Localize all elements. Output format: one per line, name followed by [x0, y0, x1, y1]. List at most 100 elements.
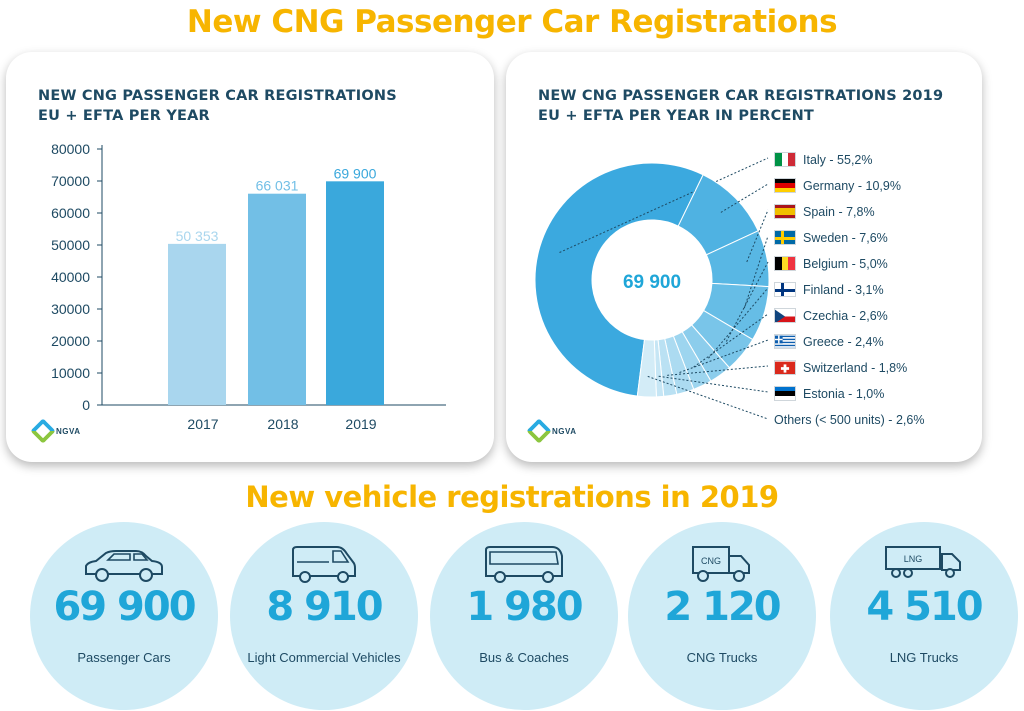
donut-chart-title: NEW CNG PASSENGER CAR REGISTRATIONS 2019…	[538, 86, 943, 126]
lng-truck-icon: LNG	[885, 546, 961, 578]
flag-estonia-icon	[774, 386, 796, 401]
legend-separator: -	[844, 386, 856, 401]
leader-line	[708, 287, 769, 359]
legend-separator: -	[848, 256, 860, 271]
legend-separator: -	[825, 152, 838, 167]
y-tick-label: 70000	[51, 173, 90, 189]
flag-spain-icon	[774, 204, 796, 219]
legend-name: Czechia	[803, 308, 849, 323]
flag-switzerland-icon	[774, 360, 796, 375]
bar-value-label: 69 900	[334, 165, 377, 181]
donut-slice	[636, 338, 657, 398]
cng-truck-icon: CNG	[692, 546, 750, 582]
stat-value: 2 120	[664, 584, 781, 630]
donut-chart: 69 900	[534, 157, 770, 420]
bar-chart-card: NEW CNG PASSENGER CAR REGISTRATIONS EU +…	[6, 52, 494, 462]
legend-item: Germany - 10,9%	[774, 178, 901, 193]
legend-item: Switzerland - 1,8%	[774, 360, 907, 375]
legend-value: 7,8%	[846, 204, 875, 219]
stat-value: 8 910	[266, 584, 383, 630]
legend-item: Italy - 55,2%	[774, 152, 873, 167]
legend-name: Finland	[803, 282, 844, 297]
y-tick-label: 40000	[51, 269, 90, 285]
legend-separator: -	[848, 230, 860, 245]
legend-item: Estonia - 1,0%	[774, 386, 884, 401]
bar-value-label: 66 031	[256, 178, 299, 194]
legend-value: 55,2%	[837, 152, 873, 167]
ngva-logo-icon	[30, 418, 56, 444]
legend-item: Spain - 7,8%	[774, 204, 875, 219]
stat-value: 69 900	[53, 584, 196, 630]
car-icon	[85, 550, 163, 582]
legend-separator: -	[884, 413, 896, 427]
donut-chart-card: NEW CNG PASSENGER CAR REGISTRATIONS 2019…	[506, 52, 982, 462]
y-tick-label: 50000	[51, 237, 90, 253]
y-tick-label: 10000	[51, 365, 90, 381]
stat-label: LNG Trucks	[889, 650, 959, 665]
bar-chart: 0 10000 20000 30000 40000 50000 60000 70000 8000…	[51, 141, 446, 432]
legend-separator: -	[867, 360, 879, 375]
section-title: New vehicle registrations in 2019	[245, 480, 779, 514]
flag-sweden-icon	[774, 230, 796, 245]
legend-value: 10,9%	[865, 178, 901, 193]
y-tick-label: 80000	[51, 141, 90, 157]
cng-truck-icon-text: CNG	[701, 556, 721, 566]
legend-name: Italy	[803, 152, 826, 167]
legend-value: 1,8%	[878, 360, 908, 375]
y-tick-label: 0	[82, 397, 90, 413]
leader-line	[743, 235, 769, 309]
leader-line	[667, 365, 769, 376]
y-tick-label: 60000	[51, 205, 90, 221]
bar	[248, 193, 306, 405]
stat-label: Light Commercial Vehicles	[247, 650, 401, 665]
legend-value: 1,0%	[855, 386, 885, 401]
legend-value: 7,6%	[859, 230, 888, 245]
flag-greece-icon	[774, 334, 796, 349]
legend-separator: -	[854, 178, 866, 193]
ngva-logo-icon	[526, 418, 552, 444]
legend-item: Belgium - 5,0%	[774, 256, 888, 271]
ngva-logo: NGVA	[30, 418, 81, 444]
legend-name: Belgium	[803, 256, 849, 271]
legend-name: Greece	[803, 334, 844, 349]
legend-value: 3,1%	[855, 282, 884, 297]
stat-label: Passenger Cars	[77, 650, 171, 665]
legend-name: Spain	[803, 204, 835, 219]
legend-item: Finland - 3,1%	[774, 282, 884, 297]
flag-italy-icon	[774, 152, 796, 167]
legend-item: Greece - 2,4%	[774, 334, 884, 349]
bus-icon	[485, 546, 563, 583]
legend-value: 2,6%	[895, 413, 925, 427]
bar-chart-title-line2: EU + EFTA PER YEAR	[38, 108, 210, 124]
legend-name: Estonia	[803, 386, 845, 401]
stat-lng-trucks: LNG 4 510 LNG Trucks	[830, 522, 1018, 710]
donut-slice	[534, 162, 704, 397]
leader-line	[647, 375, 769, 420]
donut-chart-title-line2: EU + EFTA PER YEAR IN PERCENT	[538, 108, 815, 124]
stat-value: 4 510	[866, 584, 983, 630]
legend-value: 2,6%	[859, 308, 888, 323]
legend-item: Czechia - 2,6%	[774, 308, 888, 323]
leader-line	[746, 209, 769, 263]
leader-line	[725, 261, 769, 342]
legend-separator: -	[848, 308, 860, 323]
legend-separator: -	[844, 334, 856, 349]
leader-line	[658, 375, 769, 393]
leader-line	[720, 183, 769, 213]
ngva-logo-text: NGVA	[56, 426, 81, 436]
flag-germany-icon	[774, 178, 796, 193]
legend-item: Sweden - 7,6%	[774, 230, 888, 245]
stat-passenger-cars: 69 900 Passenger Cars	[30, 522, 218, 710]
bar-chart-title-line1: NEW CNG PASSENGER CAR REGISTRATIONS	[38, 88, 397, 104]
bar-chart-title: NEW CNG PASSENGER CAR REGISTRATIONS EU +…	[38, 86, 397, 126]
page-title: New CNG Passenger Car Registrations	[186, 4, 838, 40]
legend-name: Sweden	[803, 230, 849, 245]
legend-item: Others (< 500 units) - 2,6%	[774, 413, 924, 427]
y-tick-label: 30000	[51, 301, 90, 317]
legend-name: Others (< 500 units)	[774, 413, 885, 427]
lng-truck-icon-text: LNG	[904, 554, 923, 564]
donut-chart-title-line1: NEW CNG PASSENGER CAR REGISTRATIONS 2019	[538, 88, 944, 104]
stat-cng-trucks: CNG 2 120 CNG Trucks	[628, 522, 816, 710]
legend-separator: -	[844, 282, 856, 297]
x-tick-label: 2018	[267, 416, 298, 432]
